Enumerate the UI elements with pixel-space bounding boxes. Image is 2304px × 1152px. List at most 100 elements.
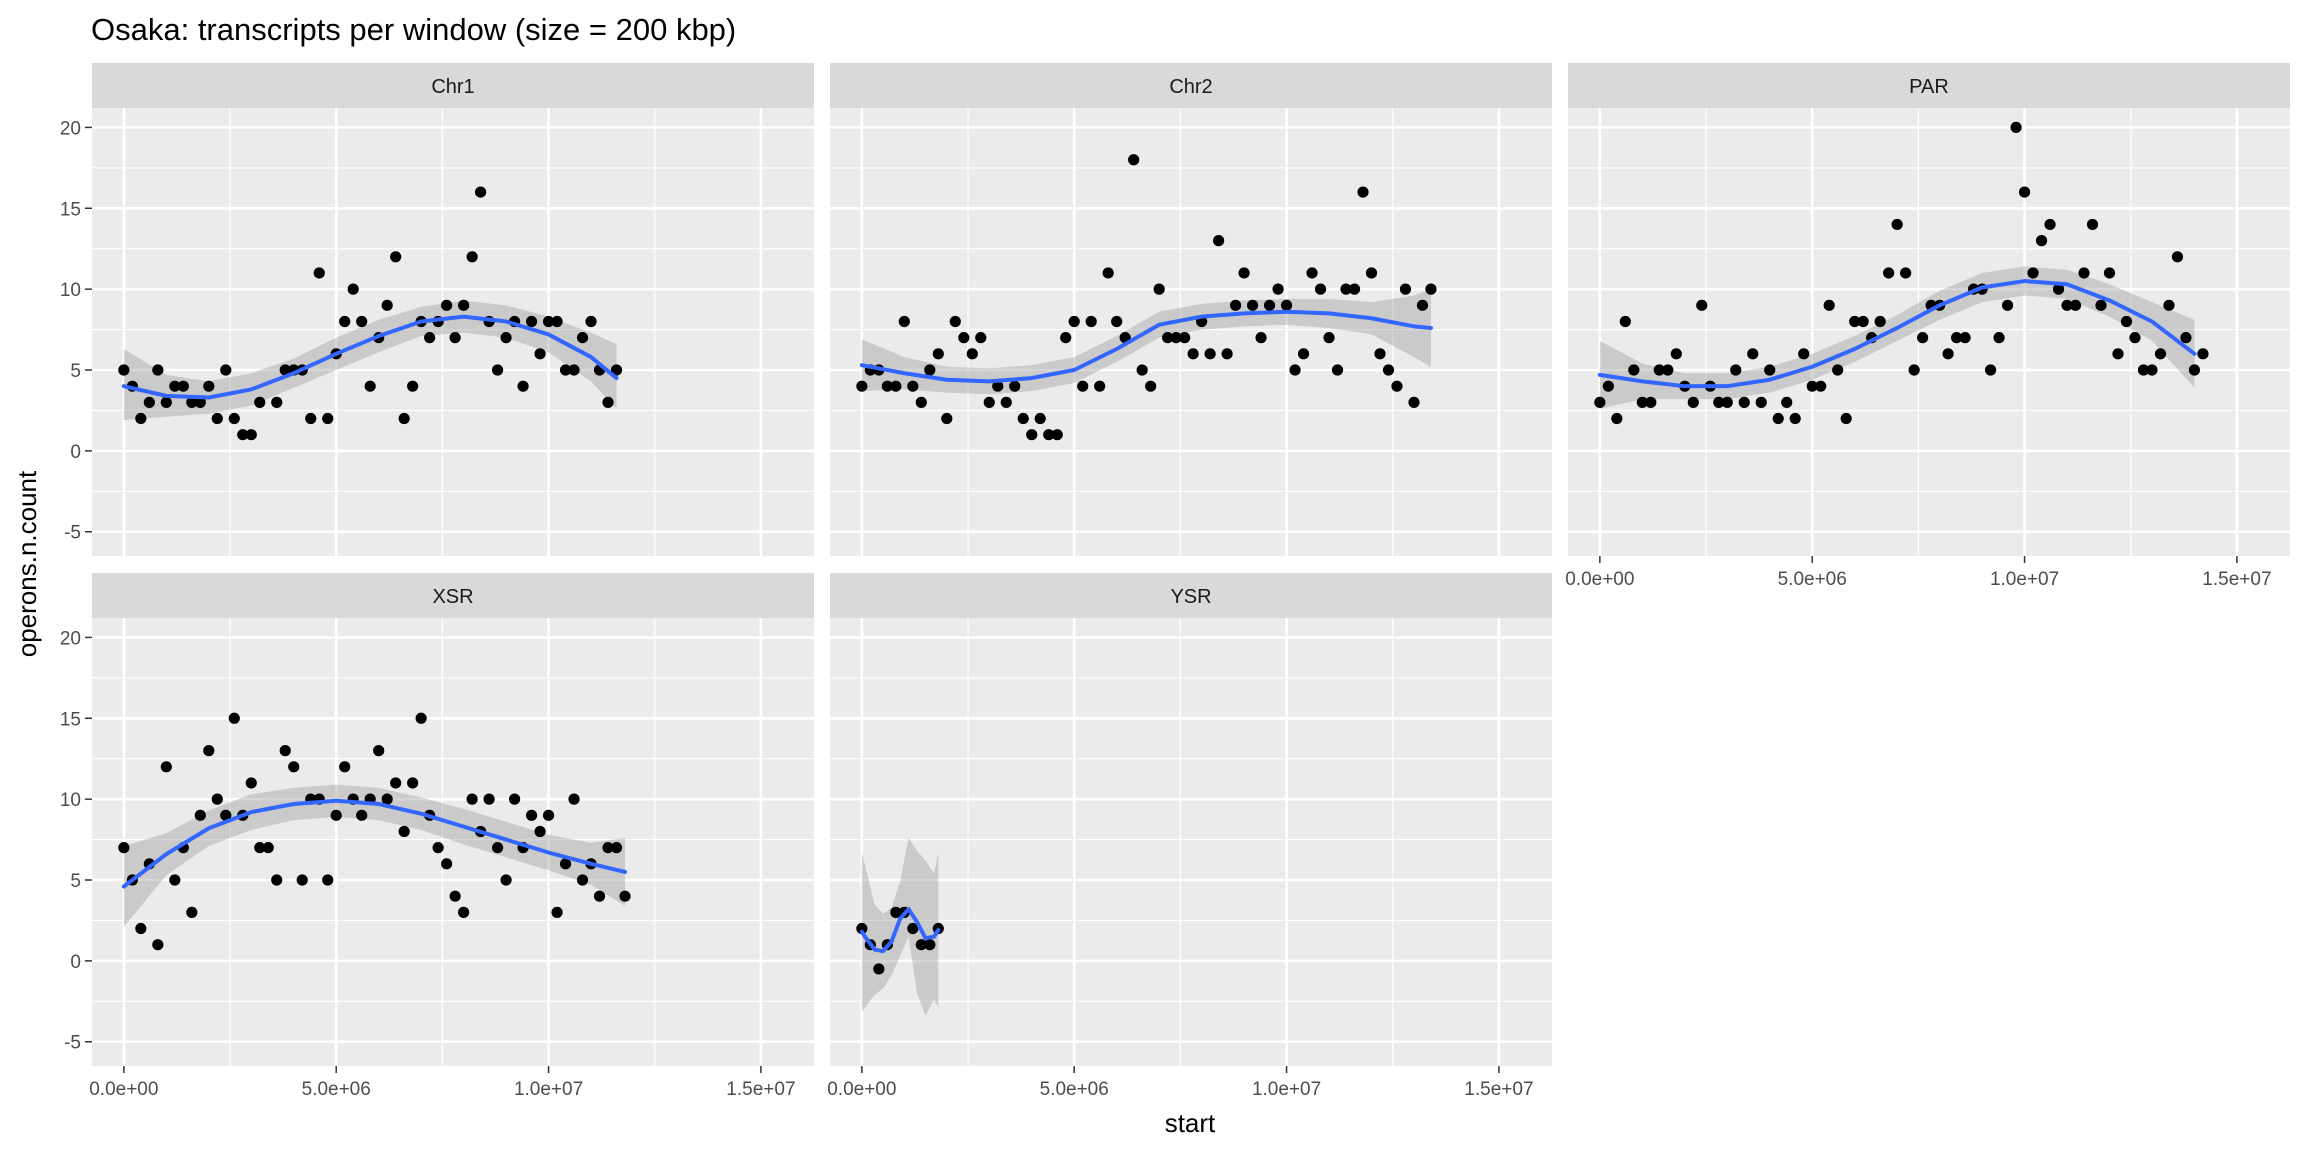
data-point [1187,348,1199,360]
data-point [568,793,580,805]
data-point [2103,267,2116,279]
data-point [152,939,164,951]
data-point [1721,396,1733,408]
data-point [169,874,181,886]
data-point [1917,332,1929,344]
data-point [194,809,206,821]
data-point [1145,380,1157,392]
data-point [593,890,606,902]
data-point [983,396,995,408]
data-point [390,251,402,263]
data-point [2069,299,2082,311]
data-point [568,364,580,376]
data-point [322,412,334,425]
data-point [2052,283,2065,295]
data-point [1314,283,1327,295]
data-point [1687,396,1699,408]
data-point [1374,348,1386,360]
data-point [322,874,334,886]
data-point [1798,348,1810,360]
data-point [2120,315,2133,328]
data-point [1365,267,1378,279]
x-tick-label: 1.5e+07 [1464,1079,1533,1100]
y-tick-label: -5 [64,523,81,544]
data-point [500,332,512,344]
data-point [1789,412,1801,425]
data-point [1602,380,1614,392]
facet-panel-chr2: Chr2 [830,63,1552,556]
data-point [466,793,478,805]
facet-strip-label: PAR [1909,76,1949,98]
facet-strip [92,573,814,618]
data-point [211,793,223,805]
data-point [559,858,572,870]
data-point [135,412,147,425]
data-point [228,712,240,724]
data-point [907,380,919,392]
data-point [1263,299,1276,311]
data-point [220,809,232,821]
x-axis-title: start [1165,1108,1216,1138]
data-point [118,364,130,376]
confidence-ribbon [123,784,626,927]
data-point [288,761,300,773]
data-point [924,939,936,951]
data-point [1611,412,1623,425]
data-point [491,364,504,376]
data-point [2086,218,2099,231]
smooth-line [1597,279,2197,389]
facet-panel-ysr: YSR 0.0e+00 5.0e+06 1.0e+07 1.5e+07 [827,573,1552,1100]
data-point [534,825,546,838]
data-point [2163,299,2175,311]
data-point [1026,429,1038,441]
data-point [1628,364,1640,376]
x-tick-label: 0.0e+00 [827,1079,896,1100]
facet-strip [830,573,1552,618]
data-point [1170,332,1182,344]
facet-panel-chr1: Chr1 -5 0 5 10 15 20 [60,63,814,556]
facet-strip-label: YSR [1170,586,1211,608]
smooth-line [121,798,628,889]
data-point [2112,348,2124,360]
data-point [356,315,368,328]
data-point [517,380,529,392]
data-point [373,745,385,757]
data-point [1823,299,1835,311]
data-point [1747,348,1759,360]
data-point [1051,429,1063,441]
data-point [576,332,589,344]
facet-panels: Chr1 -5 0 5 10 15 20 Chr2 PAR 0.0e+00 5.0e+06 1.0e+… [60,63,2290,1100]
data-point [2078,267,2090,279]
confidence-ribbon [861,289,1431,395]
data-point [1357,186,1369,198]
y-tick-label: 20 [60,118,81,139]
data-point [1009,380,1021,392]
data-point [1900,267,1912,279]
data-point [525,315,538,328]
x-tick-label: 1.0e+07 [1990,569,2059,590]
data-point [390,777,402,789]
data-point [2146,364,2158,376]
data-point [1297,348,1310,360]
data-point [2171,251,2184,263]
data-point [1348,283,1361,295]
data-point [1662,364,1674,376]
data-point [228,412,240,425]
facet-strip-label: Chr1 [431,76,474,98]
data-point [602,842,614,854]
data-point [1204,348,1216,360]
chart-title: Osaka: transcripts per window (size = 20… [91,12,736,47]
data-point [1696,299,1708,311]
data-point [2044,218,2056,231]
data-point [330,809,342,821]
data-point [1043,429,1055,441]
data-point [1331,364,1344,376]
data-point [2129,332,2141,344]
data-point [619,890,631,902]
data-point [1425,283,1437,295]
data-point [1179,332,1191,344]
data-point [169,380,181,392]
y-tick-label: 5 [70,361,81,382]
data-point [1951,332,1963,344]
data-point [1000,396,1012,408]
